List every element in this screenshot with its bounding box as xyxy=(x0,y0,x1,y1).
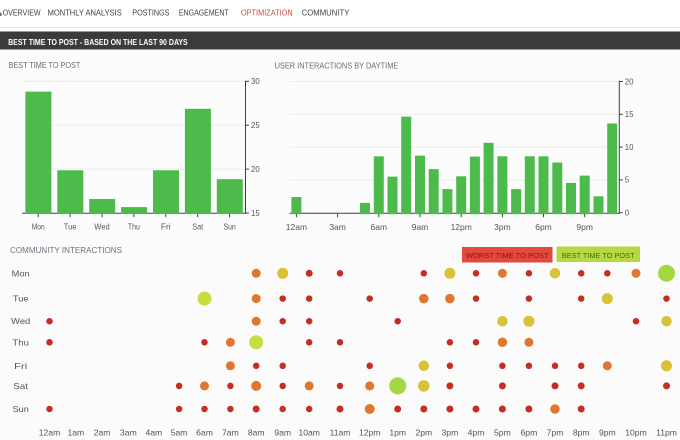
svg-text:OVERVIEW: OVERVIEW xyxy=(3,8,41,18)
svg-text:10: 10 xyxy=(625,143,634,152)
svg-text:2pm: 2pm xyxy=(415,427,432,437)
svg-text:MONTHLY ANALYSIS: MONTHLY ANALYSIS xyxy=(48,8,123,18)
svg-text:COMMUNITY: COMMUNITY xyxy=(302,8,350,18)
svg-text:7pm: 7pm xyxy=(547,427,564,437)
svg-text:3am: 3am xyxy=(120,427,137,437)
svg-text:Fri: Fri xyxy=(161,222,171,231)
svg-text:20: 20 xyxy=(625,77,634,86)
svg-text:15: 15 xyxy=(251,209,260,218)
svg-text:Sat: Sat xyxy=(13,381,28,391)
svg-text:9am: 9am xyxy=(412,222,429,232)
svg-text:Sat: Sat xyxy=(192,222,204,231)
svg-text:9am: 9am xyxy=(274,427,291,437)
svg-text:Thu: Thu xyxy=(12,337,29,347)
svg-text:6pm: 6pm xyxy=(521,427,538,437)
svg-text:10pm: 10pm xyxy=(625,427,647,437)
svg-text:9pm: 9pm xyxy=(576,222,593,232)
svg-text:20: 20 xyxy=(251,165,260,174)
svg-text:7am: 7am xyxy=(222,427,239,437)
svg-text:8am: 8am xyxy=(248,427,265,437)
svg-text:Tue: Tue xyxy=(64,222,77,231)
svg-text:BEST TIME TO POST - BASED ON T: BEST TIME TO POST - BASED ON THE LAST 90… xyxy=(8,38,188,47)
svg-text:POSTINGS: POSTINGS xyxy=(132,8,170,18)
svg-text:Tue: Tue xyxy=(13,294,29,304)
svg-text:8pm: 8pm xyxy=(573,427,590,437)
svg-text:11pm: 11pm xyxy=(656,427,677,437)
svg-text:12am: 12am xyxy=(39,427,61,437)
svg-text:5: 5 xyxy=(625,176,630,185)
svg-text:25: 25 xyxy=(251,121,260,130)
svg-text:10am: 10am xyxy=(298,427,320,437)
svg-text:Mon: Mon xyxy=(32,222,45,231)
svg-text:OPTIMIZATION: OPTIMIZATION xyxy=(241,8,293,18)
svg-text:1am: 1am xyxy=(67,427,84,437)
svg-text:Mon: Mon xyxy=(12,268,30,278)
svg-text:12am: 12am xyxy=(286,222,307,232)
svg-text:30: 30 xyxy=(251,77,260,86)
svg-text:WORST TIME TO POST: WORST TIME TO POST xyxy=(466,251,549,260)
svg-text:BEST TIME TO POST: BEST TIME TO POST xyxy=(562,251,635,260)
svg-text:3am: 3am xyxy=(329,222,346,232)
svg-text:COMMUNITY INTERACTIONS: COMMUNITY INTERACTIONS xyxy=(10,246,122,255)
svg-text:Sun: Sun xyxy=(223,222,236,231)
svg-text:5am: 5am xyxy=(171,427,188,437)
svg-text:3pm: 3pm xyxy=(494,222,511,232)
svg-text:Wed: Wed xyxy=(11,316,30,326)
svg-text:3pm: 3pm xyxy=(442,427,459,437)
svg-text:4pm: 4pm xyxy=(468,427,485,437)
svg-text:BEST TIME TO POST: BEST TIME TO POST xyxy=(9,60,81,70)
svg-text:12pm: 12pm xyxy=(451,222,472,232)
svg-text:Thu: Thu xyxy=(128,222,140,231)
svg-text:5pm: 5pm xyxy=(494,427,511,437)
svg-text:Sun: Sun xyxy=(13,404,30,414)
svg-text:4am: 4am xyxy=(145,427,162,437)
svg-text:ENGAGEMENT: ENGAGEMENT xyxy=(179,8,229,18)
svg-text:Wed: Wed xyxy=(94,222,109,231)
svg-text:Fri: Fri xyxy=(14,361,27,371)
svg-text:12pm: 12pm xyxy=(359,427,381,437)
svg-text:6pm: 6pm xyxy=(535,222,552,232)
svg-text:USER INTERACTIONS BY DAYTIME: USER INTERACTIONS BY DAYTIME xyxy=(275,61,399,71)
svg-text:0: 0 xyxy=(625,209,630,218)
svg-text:2am: 2am xyxy=(94,427,111,437)
svg-text:6am: 6am xyxy=(371,222,388,232)
svg-text:15: 15 xyxy=(625,110,634,119)
svg-text:6am: 6am xyxy=(196,427,213,437)
svg-text:11am: 11am xyxy=(330,427,351,437)
svg-text:9pm: 9pm xyxy=(599,427,616,437)
svg-text:1pm: 1pm xyxy=(389,427,406,437)
